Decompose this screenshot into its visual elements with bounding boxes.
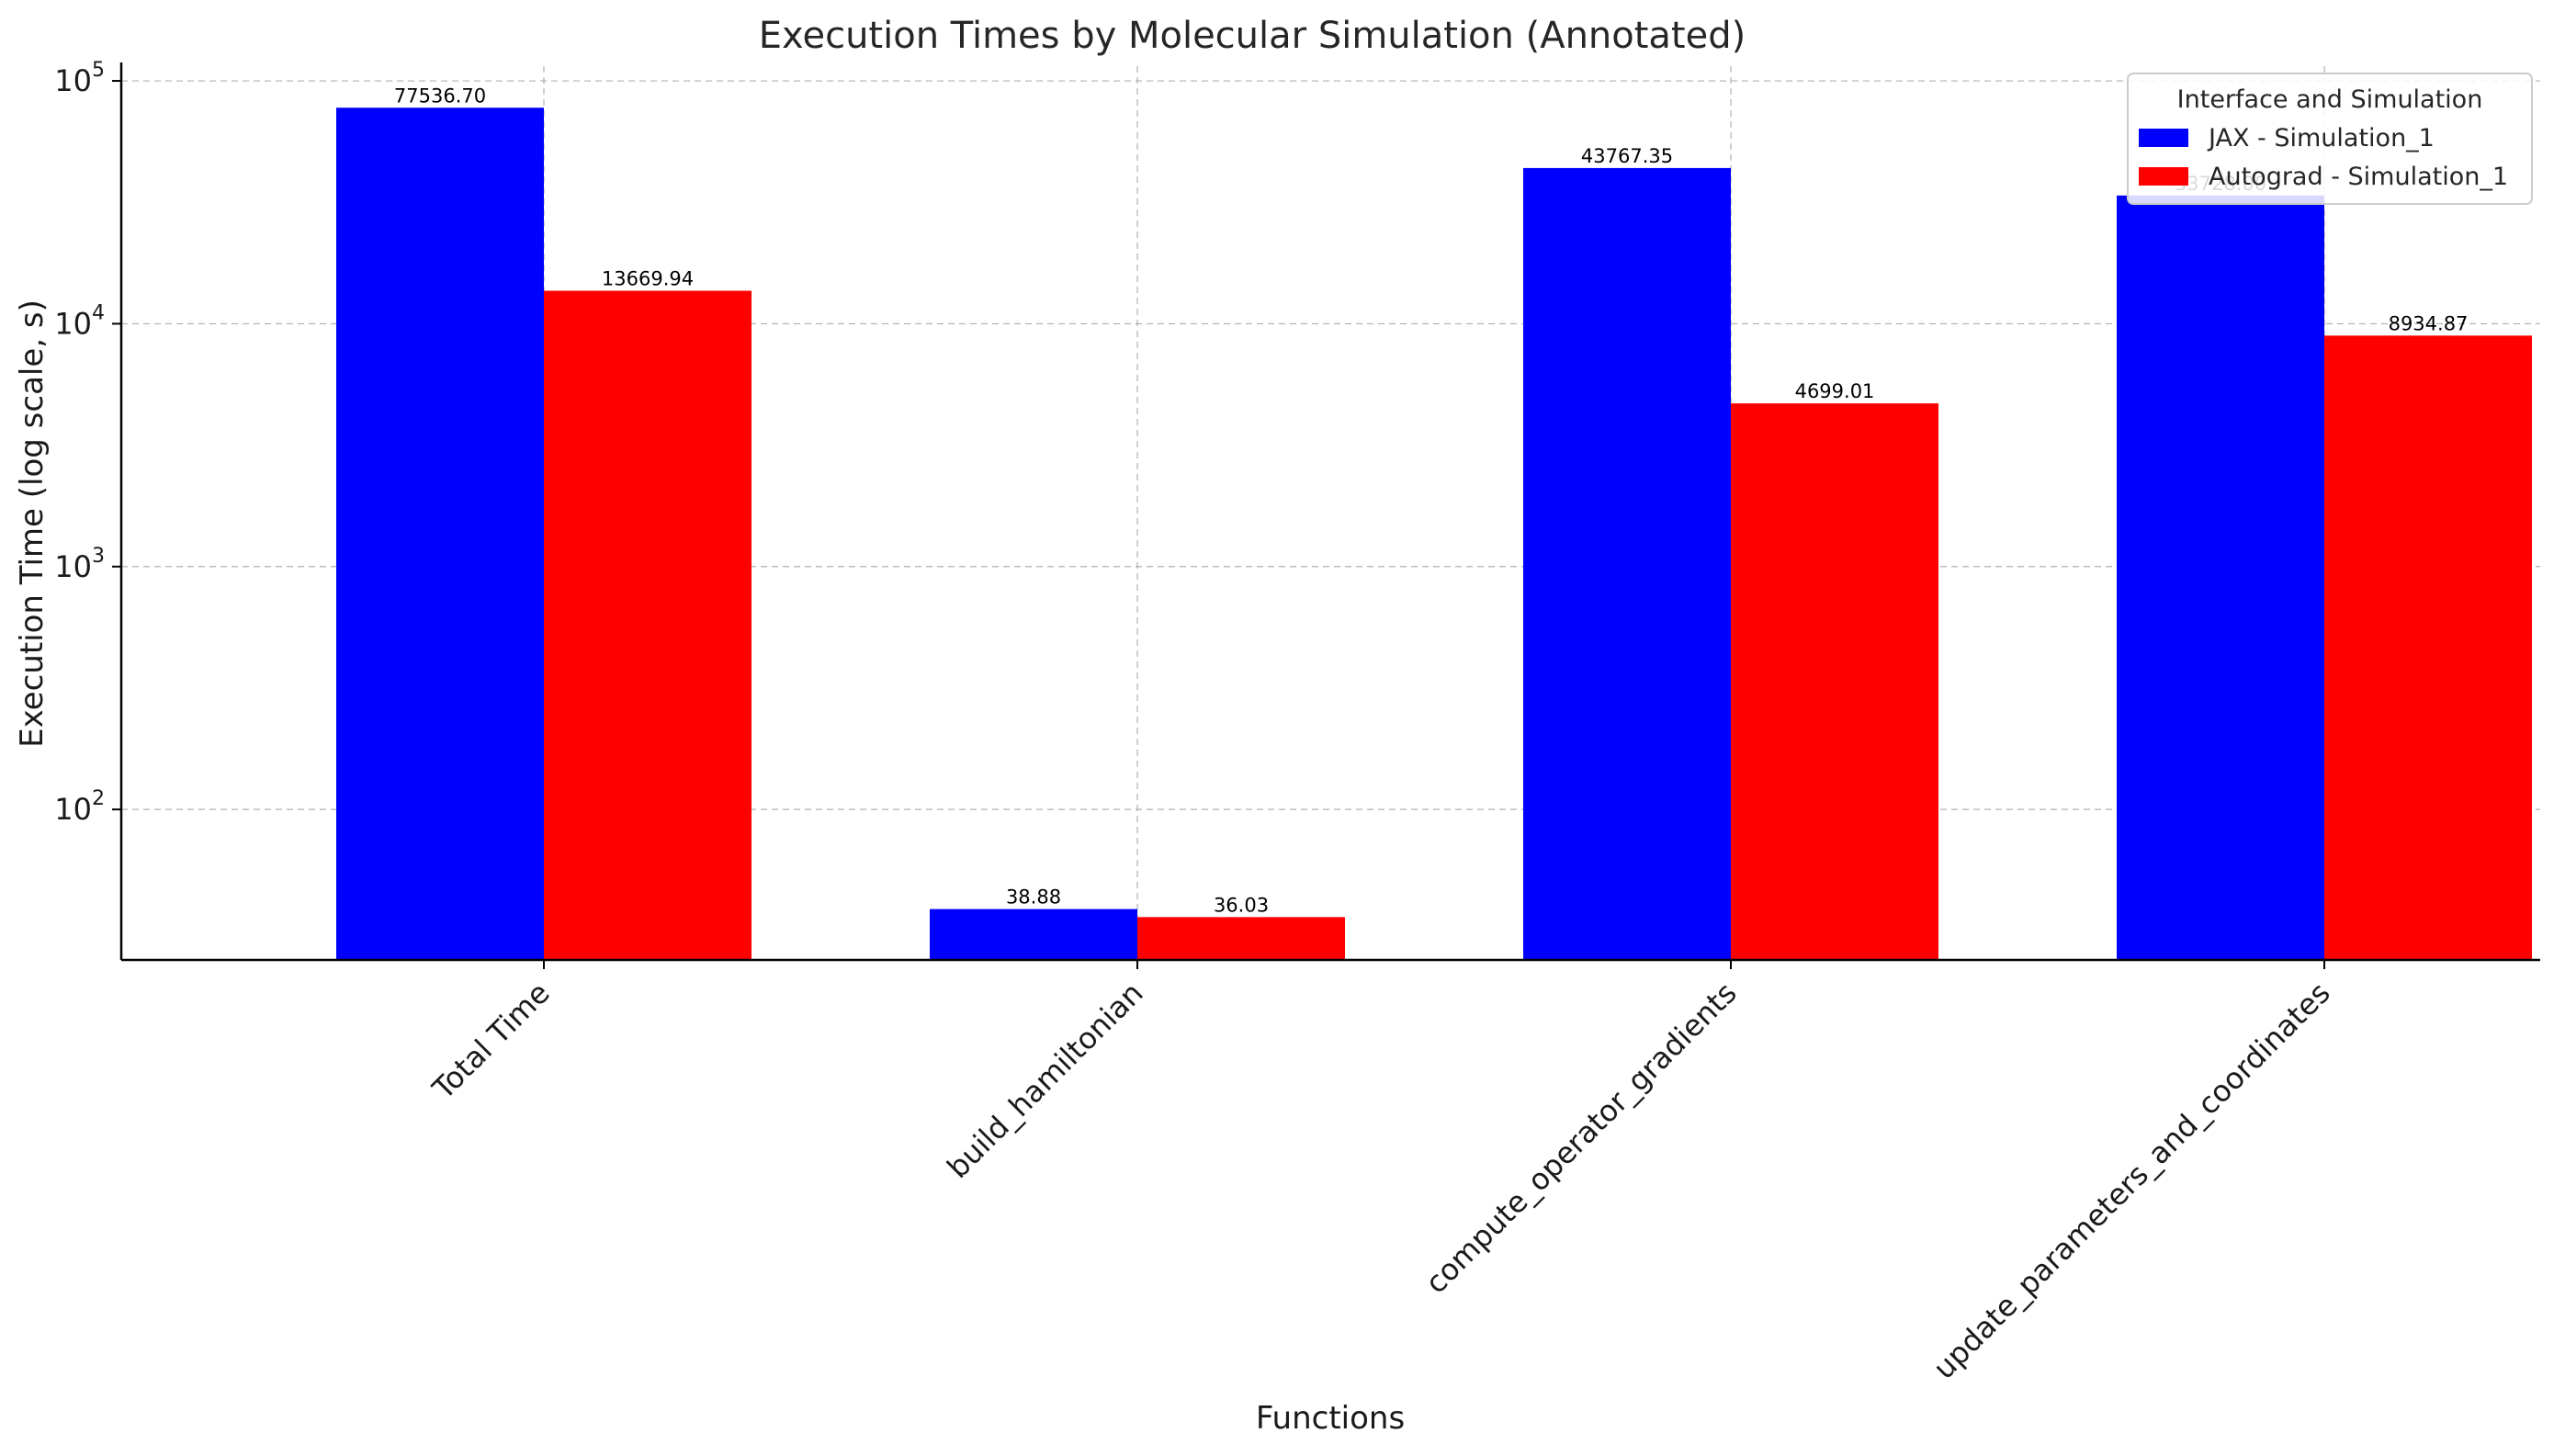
x-tick-label: update_parameters_and_coordinates [1927, 976, 2337, 1386]
data-label: 4699.01 [1795, 380, 1875, 402]
legend-title: Interface and Simulation [2177, 85, 2483, 114]
legend: Interface and Simulation JAX - Simulation… [2127, 73, 2533, 205]
bar-autograd-1 [1137, 917, 1345, 960]
legend-entry: Autograd - Simulation_1 [2209, 163, 2508, 191]
x-tick-label: build_hamiltonian [940, 976, 1149, 1185]
y-axis-title: Execution Time (log scale, s) [14, 299, 51, 748]
data-label: 77536.70 [394, 85, 486, 107]
data-label: 8934.87 [2389, 312, 2469, 334]
chart-title: Execution Times by Molecular Simulation … [759, 15, 1746, 57]
bar-jax-1 [930, 909, 1137, 960]
y-tick-label: 102 [54, 787, 105, 827]
legend-swatch [2139, 167, 2188, 186]
x-tick-label: compute_operator_gradients [1418, 976, 1744, 1301]
data-label: 43767.35 [1581, 145, 1673, 167]
bar-jax-2 [1523, 167, 1731, 961]
bar-autograd-0 [544, 290, 752, 960]
x-tick-label: Total Time [425, 976, 557, 1107]
y-tick-label: 103 [54, 545, 105, 584]
bar-jax-0 [336, 107, 544, 961]
legend-swatch [2139, 129, 2188, 147]
data-label: 38.88 [1006, 886, 1061, 909]
data-label: 36.03 [1214, 894, 1269, 916]
data-label: 13669.94 [602, 268, 694, 290]
data-labels-layer: 77536.7038.8843767.3533728.0013669.9436.… [394, 85, 2469, 916]
bar-jax-3 [2117, 195, 2324, 961]
y-tick-label: 105 [54, 59, 105, 98]
bar-autograd-2 [1731, 403, 1938, 960]
bars-layer [336, 107, 2532, 961]
legend-box [2127, 73, 2533, 205]
x-axis-title: Functions [1256, 1400, 1405, 1437]
y-tick-label: 104 [54, 301, 105, 341]
legend-entry: JAX - Simulation_1 [2207, 124, 2435, 152]
bar-autograd-3 [2324, 335, 2532, 961]
